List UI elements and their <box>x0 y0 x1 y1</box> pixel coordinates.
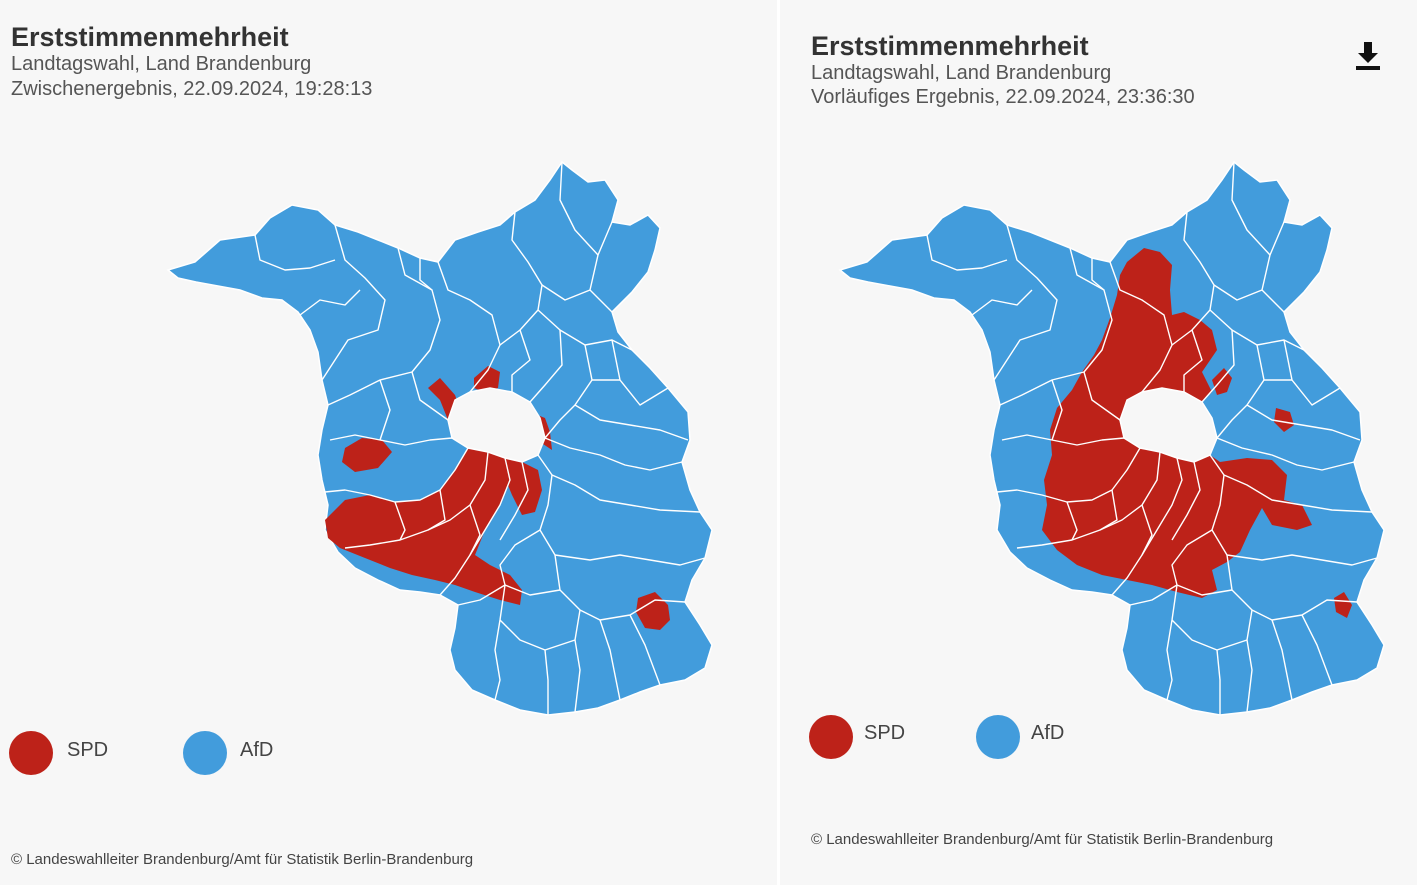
constituency-border <box>1099 489 1118 531</box>
constituency-border <box>574 404 689 441</box>
constituency-border <box>1183 329 1203 392</box>
panel-timestamp: Vorläufiges Ergebnis, 22.09.2024, 23:36:… <box>811 86 1195 108</box>
constituency-border <box>999 247 1113 406</box>
constituency-border <box>329 434 453 446</box>
constituency-border <box>411 371 449 421</box>
legend-label-afd: AfD <box>240 739 274 761</box>
constituency-border <box>1166 584 1178 701</box>
constituency-border <box>1051 379 1063 441</box>
constituency-spd <box>505 458 542 515</box>
constituency-border <box>1216 649 1221 715</box>
constituency-border <box>394 501 406 541</box>
constituency-border <box>926 234 1008 271</box>
legend-swatch-afd <box>183 731 227 775</box>
constituency-border <box>321 224 386 381</box>
constituency-border <box>1171 461 1201 541</box>
legend-label-afd: AfD <box>1031 722 1065 744</box>
constituency-border <box>1109 261 1173 393</box>
constituency-border <box>541 284 591 301</box>
constituency-border <box>599 619 621 701</box>
constituency-border <box>1066 501 1078 541</box>
constituency-spd <box>1042 248 1312 598</box>
constituency-border <box>993 224 1058 381</box>
panel-title: Erststimmenmehrheit <box>11 22 289 52</box>
legend-swatch-afd <box>976 715 1020 759</box>
constituency-border <box>574 609 581 713</box>
constituency-border <box>494 584 506 701</box>
constituency-border <box>427 489 446 531</box>
constituency-border <box>1246 404 1361 441</box>
constituency-spd <box>1334 592 1352 618</box>
constituency-border <box>1283 339 1341 406</box>
map-panel-preliminary: Erststimmenmehrheit Landtagswahl, Land B… <box>780 0 1417 885</box>
constituency-spd <box>342 438 392 472</box>
constituency-border <box>996 447 1141 503</box>
constituency-border <box>629 614 661 686</box>
source-credit: © Landeswahlleiter Brandenburg/Amt für S… <box>11 851 474 868</box>
source-credit: © Landeswahlleiter Brandenburg/Amt für S… <box>811 831 1274 848</box>
constituency-spd <box>1274 408 1294 432</box>
constituency-border <box>544 437 683 471</box>
constituency-border <box>1083 371 1121 421</box>
constituency-border <box>1213 284 1263 301</box>
constituency-border <box>1211 474 1378 566</box>
constituency-spd <box>636 592 670 630</box>
constituency-border <box>1231 161 1285 256</box>
constituency-border <box>439 457 511 596</box>
brandenburg-constituency-map <box>166 160 713 716</box>
panel-title: Erststimmenmehrheit <box>811 31 1089 61</box>
constituency-border <box>499 529 541 586</box>
constituency-border <box>529 329 563 403</box>
constituency-border <box>971 289 1033 316</box>
constituency-spd <box>474 366 500 392</box>
constituency-border <box>1171 619 1248 651</box>
constituency-border <box>1301 614 1333 686</box>
legend-label-spd: SPD <box>67 739 109 761</box>
panel-divider <box>777 0 780 885</box>
constituency-border <box>1271 619 1293 701</box>
constituency-border <box>559 161 613 256</box>
brandenburg-constituency-map <box>838 160 1385 716</box>
panel-subtitle: Landtagswahl, Land Brandenburg <box>11 53 312 75</box>
constituency-border <box>469 504 481 556</box>
constituency-border <box>419 258 433 291</box>
constituency-border <box>499 461 529 541</box>
constituency-border <box>1171 529 1213 586</box>
constituency-border <box>1091 258 1105 291</box>
constituency-border <box>1016 451 1161 549</box>
constituency-border <box>539 474 706 566</box>
constituency-border <box>1141 504 1153 556</box>
constituency-border <box>511 329 531 392</box>
constituency-border <box>379 379 391 441</box>
constituency-border <box>544 649 549 715</box>
constituency-border <box>499 619 576 651</box>
constituency-border <box>1246 609 1253 713</box>
constituency-border <box>324 447 469 503</box>
constituency-border <box>344 451 489 549</box>
panel-timestamp: Zwischenergebnis, 22.09.2024, 19:28:13 <box>11 78 373 100</box>
constituency-border <box>1216 437 1355 471</box>
constituency-border <box>299 289 361 316</box>
map-panel-interim: Erststimmenmehrheit Landtagswahl, Land B… <box>9 22 713 868</box>
panel-subtitle: Landtagswahl, Land Brandenburg <box>811 62 1112 84</box>
berlin-area <box>1119 387 1218 463</box>
constituency-border <box>254 234 336 271</box>
legend-swatch-spd <box>9 731 53 775</box>
constituency-border <box>327 247 441 406</box>
constituency-spd <box>1212 368 1232 395</box>
constituency-border <box>1201 329 1235 403</box>
download-button[interactable] <box>1352 38 1384 72</box>
legend-label-spd: SPD <box>864 722 906 744</box>
legend-swatch-spd <box>809 715 853 759</box>
constituency-border <box>437 261 501 393</box>
constituency-border <box>1111 457 1183 596</box>
constituency-border <box>611 339 669 406</box>
berlin-area <box>447 387 546 463</box>
download-icon <box>1356 42 1380 70</box>
constituency-border <box>1001 434 1125 446</box>
